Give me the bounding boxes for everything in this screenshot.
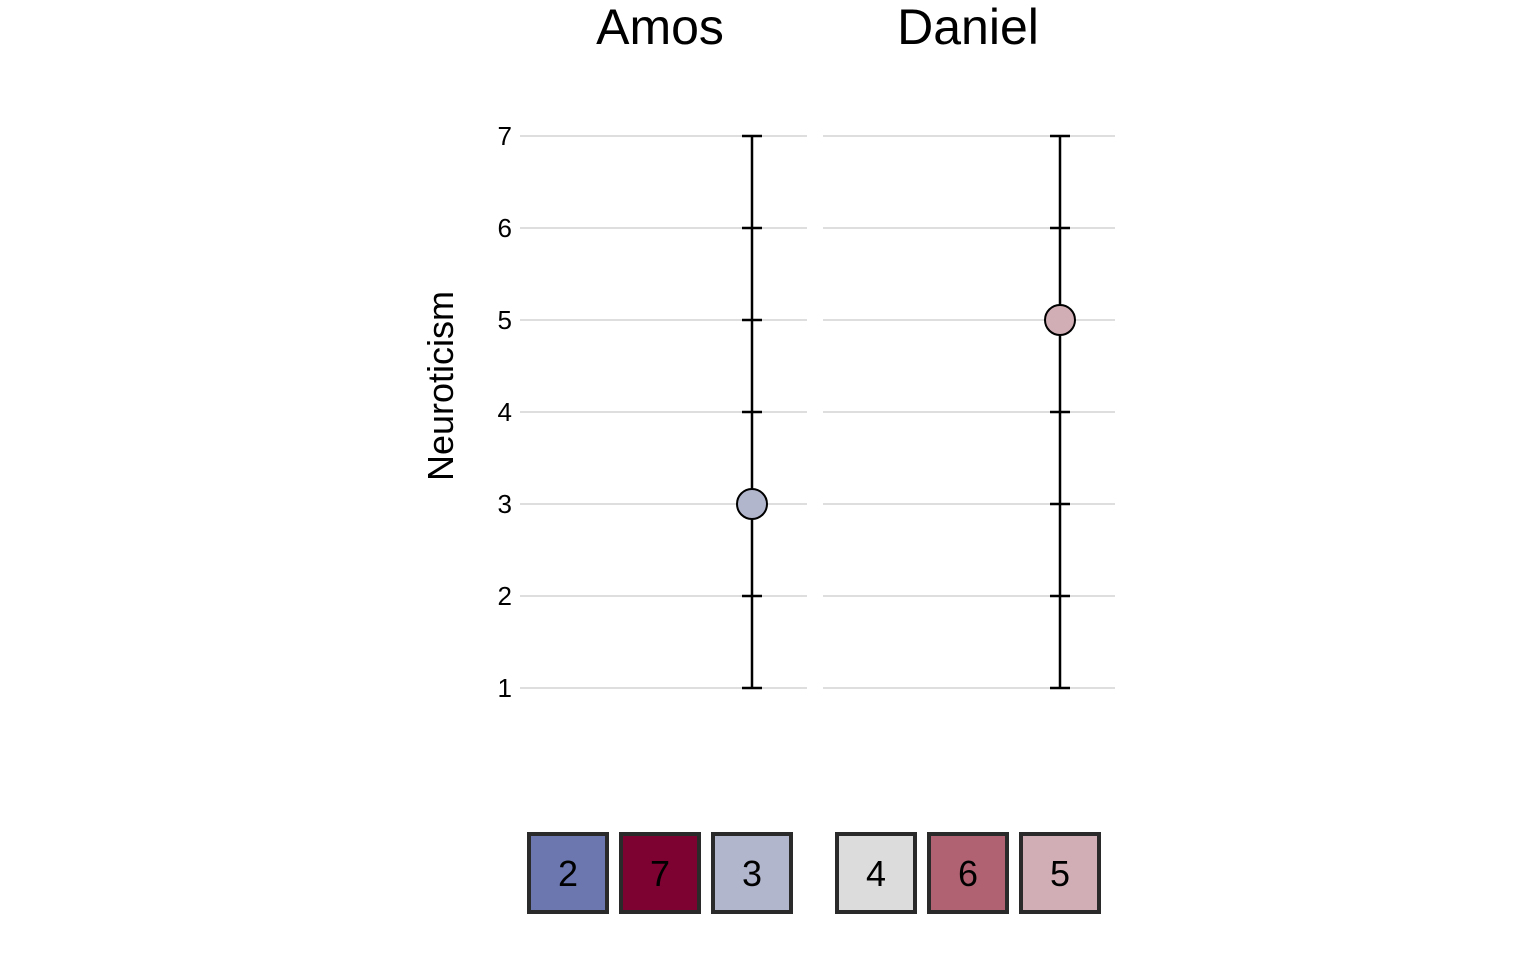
y-tick-label: 3 xyxy=(498,489,512,519)
swatch-box xyxy=(527,832,609,914)
panel: Amos xyxy=(596,0,768,690)
swatch-label: 3 xyxy=(742,853,762,894)
grid-layer xyxy=(520,135,1115,689)
swatch-box xyxy=(619,832,701,914)
swatch: 2 xyxy=(527,832,609,914)
data-point xyxy=(736,488,768,520)
y-tick-label: 6 xyxy=(498,213,512,243)
y-axis-label: Neuroticism xyxy=(420,291,461,481)
y-tick-label: 4 xyxy=(498,397,512,427)
panel-title: Daniel xyxy=(897,0,1039,55)
y-tick-labels: 1 2 3 4 5 6 7 xyxy=(498,121,512,703)
panel: Daniel xyxy=(897,0,1076,690)
swatch-label: 2 xyxy=(558,853,578,894)
swatch-label: 4 xyxy=(866,853,886,894)
swatch-box xyxy=(835,832,917,914)
panel-title: Amos xyxy=(596,0,724,55)
swatch-box xyxy=(1019,832,1101,914)
swatch: 3 xyxy=(711,832,793,914)
y-tick-label: 7 xyxy=(498,121,512,151)
y-tick-label: 5 xyxy=(498,305,512,335)
y-tick-label: 2 xyxy=(498,581,512,611)
swatch-legend: 2 7 3 4 6 5 xyxy=(527,832,1101,914)
swatch-label: 5 xyxy=(1050,853,1070,894)
swatch: 6 xyxy=(927,832,1009,914)
swatch-label: 7 xyxy=(650,853,670,894)
panels-layer: Amos Daniel xyxy=(596,0,1076,690)
swatch: 5 xyxy=(1019,832,1101,914)
swatch: 7 xyxy=(619,832,701,914)
swatch-box xyxy=(927,832,1009,914)
swatch-label: 6 xyxy=(958,853,978,894)
swatch: 4 xyxy=(835,832,917,914)
data-point xyxy=(1044,304,1076,336)
y-tick-label: 1 xyxy=(498,673,512,703)
swatch-box xyxy=(711,832,793,914)
